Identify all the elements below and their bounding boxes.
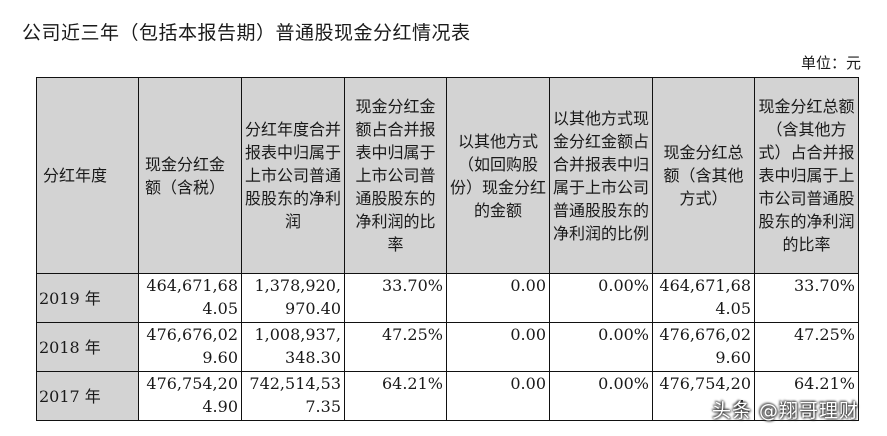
unit-label: 单位：元 — [800, 54, 861, 72]
cash-dividend-cell: 476,676,029.60 — [138, 322, 242, 372]
dividend-table: 分红年度 现金分红金额（含税） 分红年度合并报表中归属于上市公司普通股股东的净利… — [36, 77, 859, 421]
header-ratio: 现金分红金额占合并报表中归属于上市公司普通股股东的净利润的比率 — [344, 77, 447, 274]
table-row: 2019 年 464,671,684.05 1,378,920,970.40 3… — [36, 273, 859, 323]
net-profit-cell: 742,514,537.35 — [241, 371, 345, 421]
header-other-amount: 以其他方式（如回购股份）现金分红的金额 — [446, 77, 550, 274]
ratio-cell: 64.21% — [344, 371, 447, 421]
other-amount-cell: 0.00 — [446, 273, 550, 323]
ratio-cell: 47.25% — [344, 322, 447, 372]
header-total: 现金分红总额（含其他方式） — [652, 77, 755, 274]
header-net-profit: 分红年度合并报表中归属于上市公司普通股股东的净利润 — [241, 77, 345, 274]
watermark: 头条 @翔哥理财 — [712, 400, 860, 422]
net-profit-cell: 1,378,920,970.40 — [241, 273, 345, 323]
table-title: 公司近三年（包括本报告期）普通股现金分红情况表 — [22, 22, 471, 44]
table-row: 2018 年 476,676,029.60 1,008,937,348.30 4… — [36, 322, 859, 372]
header-year: 分红年度 — [36, 77, 139, 274]
header-row: 分红年度 现金分红金额（含税） 分红年度合并报表中归属于上市公司普通股股东的净利… — [36, 77, 859, 274]
total-ratio-cell: 33.70% — [754, 273, 859, 323]
year-cell: 2018 年 — [36, 322, 139, 372]
other-amount-cell: 0.00 — [446, 371, 550, 421]
header-cash-dividend: 现金分红金额（含税） — [138, 77, 242, 274]
total-cell: 476,754,204. — [652, 371, 755, 421]
other-ratio-cell: 0.00% — [549, 371, 653, 421]
total-cell: 464,671,684.05 — [652, 273, 755, 323]
year-cell: 2017 年 — [36, 371, 139, 421]
total-ratio-cell: 47.25% — [754, 322, 859, 372]
net-profit-cell: 1,008,937,348.30 — [241, 322, 345, 372]
header-other-ratio: 以其他方式现金分红金额占合并报表中归属于上市公司普通股股东的净利润的比例 — [549, 77, 653, 274]
table-row: 2017 年 476,754,204.90 742,514,537.35 64.… — [36, 371, 859, 421]
total-ratio-cell: 64.21% — [754, 371, 859, 421]
other-ratio-cell: 0.00% — [549, 322, 653, 372]
other-amount-cell: 0.00 — [446, 322, 550, 372]
ratio-cell: 33.70% — [344, 273, 447, 323]
year-cell: 2019 年 — [36, 273, 139, 323]
total-cell: 476,676,029.60 — [652, 322, 755, 372]
cash-dividend-cell: 476,754,204.90 — [138, 371, 242, 421]
cash-dividend-cell: 464,671,684.05 — [138, 273, 242, 323]
other-ratio-cell: 0.00% — [549, 273, 653, 323]
header-total-ratio: 现金分红总额（含其他方式）占合并报表中归属于上市公司普通股股东的净利润的比率 — [754, 77, 859, 274]
